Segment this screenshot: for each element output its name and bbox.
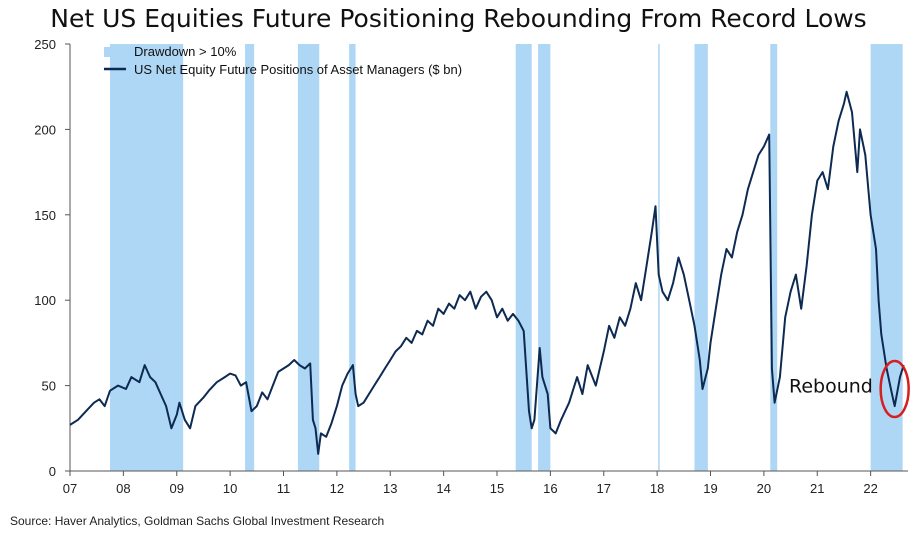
x-tick-label-22: 22: [863, 481, 877, 496]
chart-title: Net US Equities Future Positioning Rebou…: [50, 4, 867, 33]
drawdown-band-2: [297, 44, 320, 471]
x-tick-label-14: 14: [436, 481, 450, 496]
x-tick-label-09: 09: [170, 481, 184, 496]
x-tick-label-18: 18: [650, 481, 664, 496]
x-tick-label-12: 12: [330, 481, 344, 496]
y-tick-label-0: 0: [49, 464, 56, 479]
axes: [69, 44, 908, 472]
y-tick-label-100: 100: [34, 293, 56, 308]
x-tick-label-13: 13: [383, 481, 397, 496]
y-ticks: 0 50 100 150 200 250: [34, 37, 70, 479]
legend-label-drawdown: Drawdown > 10%: [134, 44, 237, 59]
x-tick-label-08: 08: [116, 481, 130, 496]
y-tick-label-200: 200: [34, 122, 56, 137]
x-tick-label-16: 16: [543, 481, 557, 496]
y-tick-label-150: 150: [34, 208, 56, 223]
drawdown-band-4: [515, 44, 532, 471]
chart-svg: 0 50 100 150 200 250 07 08 09 10 11 12 13 14 15 16 17 18…: [34, 37, 910, 496]
y-tick-label-50: 50: [42, 379, 56, 394]
legend-patch-drawdown: [104, 47, 126, 57]
x-ticks: 07 08 09 10 11 12 13 14 15 16 17 18 19 20 21 22: [63, 471, 878, 496]
x-tick-label-11: 11: [277, 481, 291, 496]
x-tick-label-15: 15: [490, 481, 504, 496]
x-tick-label-21: 21: [810, 481, 824, 496]
x-tick-label-10: 10: [223, 481, 237, 496]
drawdown-band-6: [658, 44, 660, 471]
series-line: [69, 90, 905, 455]
drawdown-band-0: [110, 44, 184, 471]
x-tick-label-19: 19: [703, 481, 717, 496]
legend-label-series: US Net Equity Future Positions of Asset …: [134, 62, 462, 77]
drawdown-band-7: [694, 44, 708, 471]
source-note: Source: Haver Analytics, Goldman Sachs G…: [10, 514, 385, 528]
y-tick-label-250: 250: [34, 37, 56, 52]
x-tick-label-07: 07: [63, 481, 77, 496]
drawdown-bands: [110, 44, 903, 471]
annotation-text: Rebound: [789, 376, 873, 398]
drawdown-band-1: [245, 44, 255, 471]
annotation-ellipse: [879, 359, 910, 419]
x-tick-label-20: 20: [757, 481, 771, 496]
x-tick-label-17: 17: [597, 481, 611, 496]
drawdown-band-3: [349, 44, 356, 471]
legend: Drawdown > 10% US Net Equity Future Posit…: [104, 44, 462, 77]
drawdown-band-8: [770, 44, 778, 471]
